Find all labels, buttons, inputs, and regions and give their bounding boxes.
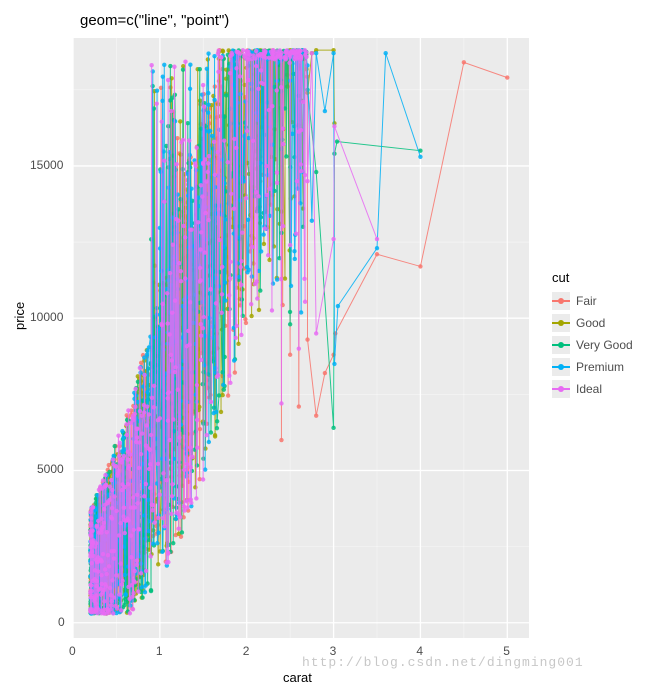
legend-item: Good (552, 313, 633, 333)
legend-item: Fair (552, 291, 633, 311)
legend-key-icon (552, 314, 570, 332)
legend-item: Ideal (552, 379, 633, 399)
x-tick: 2 (243, 644, 250, 658)
y-tick: 0 (58, 615, 65, 629)
legend: cut Fair Good Very Good Premium Ideal (552, 270, 633, 401)
y-axis-label: price (12, 302, 27, 330)
y-tick: 5000 (37, 462, 64, 476)
legend-item: Premium (552, 357, 633, 377)
chart-container: geom=c("line", "point") 012345 050001000… (0, 0, 656, 691)
legend-item: Very Good (552, 335, 633, 355)
legend-label: Very Good (576, 338, 633, 352)
y-tick: 10000 (30, 310, 63, 324)
x-tick: 0 (69, 644, 76, 658)
legend-label: Ideal (576, 382, 602, 396)
legend-label: Good (576, 316, 605, 330)
legend-key-icon (552, 336, 570, 354)
legend-title: cut (552, 270, 633, 285)
legend-items: Fair Good Very Good Premium Ideal (552, 291, 633, 399)
y-tick: 15000 (30, 158, 63, 172)
legend-key-icon (552, 380, 570, 398)
x-tick: 1 (156, 644, 163, 658)
x-axis-label: carat (283, 670, 312, 685)
legend-key-icon (552, 358, 570, 376)
legend-label: Fair (576, 294, 597, 308)
watermark-text: http://blog.csdn.net/dingming001 (302, 655, 584, 670)
legend-label: Premium (576, 360, 624, 374)
legend-key-icon (552, 292, 570, 310)
